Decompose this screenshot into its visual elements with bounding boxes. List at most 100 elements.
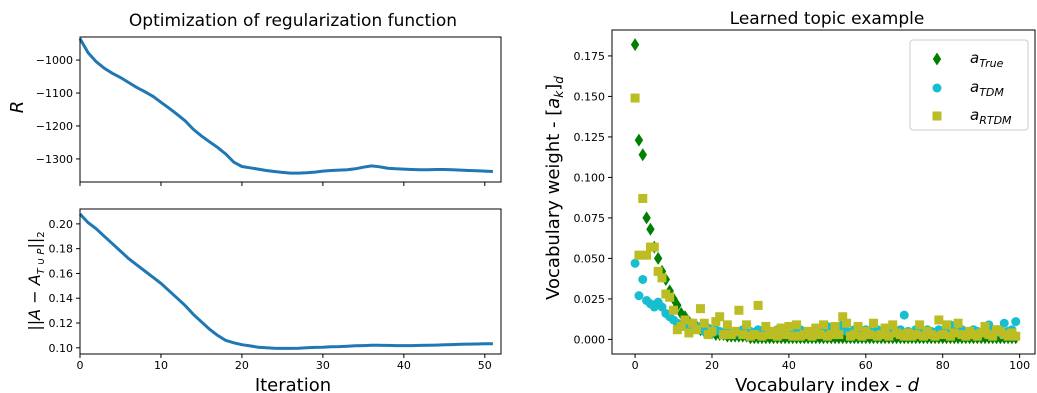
point-rtdm (657, 273, 667, 283)
distance-xtick-label: 0 (77, 359, 84, 372)
topic-plot: Learned topic example Vocabulary weight … (543, 9, 1036, 393)
distance-ylabel-main: ||A − A (25, 274, 44, 330)
legend: aTrue aTDM aRTDM (909, 39, 1029, 131)
distance-ytick-label: 0.14 (49, 292, 74, 305)
point-rtdm (826, 330, 836, 340)
distance-ytick-label: 0.12 (49, 317, 74, 330)
topic-plot-xlabel: Vocabulary index - d (735, 375, 920, 393)
point-rtdm (699, 318, 709, 328)
point-rtdm (980, 321, 990, 331)
topic-plot-points (630, 38, 1021, 345)
point-rtdm (884, 331, 894, 341)
topic-xtick-label: 20 (705, 359, 719, 372)
topic-xtick-label: 60 (859, 359, 873, 372)
point-rtdm (830, 321, 840, 331)
point-tdm (657, 302, 667, 312)
legend-rtdm-base: a (970, 106, 979, 124)
point-rtdm (815, 330, 825, 340)
topic-plot-frame (611, 29, 1036, 355)
point-rtdm (742, 320, 752, 330)
point-rtdm (853, 321, 863, 331)
point-rtdm (780, 330, 790, 340)
topic-ytick-label: 0.075 (574, 212, 606, 225)
legend-tdm-base: a (970, 78, 979, 96)
topic-ytick-label: 0.150 (574, 90, 606, 103)
topic-ylabel-k: k (552, 90, 566, 98)
distance-ylabel-tail: || (25, 238, 44, 249)
legend-tdm-sub: TDM (979, 86, 1004, 99)
topic-ytick-label: 0.100 (574, 171, 606, 184)
point-rtdm (938, 330, 948, 340)
distance-xtick-label: 40 (397, 359, 411, 372)
point-true (634, 133, 644, 147)
legend-marker-true (932, 52, 942, 66)
point-rtdm (807, 331, 817, 341)
point-rtdm (1011, 331, 1021, 341)
topic-xtick-label: 40 (782, 359, 796, 372)
distance-ytick-label: 0.20 (49, 218, 74, 231)
topic-ytick-label: 0.025 (574, 293, 606, 306)
point-rtdm (792, 320, 802, 330)
legend-label-rtdm: aRTDM (970, 106, 1012, 127)
distance-ytick-label: 0.18 (49, 243, 74, 256)
distance-xtick-label: 30 (316, 359, 330, 372)
distance-ylabel-tail-sub: 2 (36, 231, 47, 237)
topic-xlabel-var: d (908, 375, 920, 393)
point-rtdm (849, 330, 859, 340)
point-rtdm (680, 315, 690, 325)
point-rtdm (665, 292, 675, 302)
regularization-ytick-label: −1100 (36, 87, 73, 100)
point-rtdm (868, 318, 878, 328)
distance-xtick-label: 10 (154, 359, 168, 372)
topic-plot-title: Learned topic example (730, 9, 925, 29)
distance-xtick-label: 20 (235, 359, 249, 372)
point-tdm (899, 310, 909, 320)
point-true (653, 251, 663, 265)
topic-xtick-label: 0 (632, 359, 639, 372)
topic-plot-ticks: 0 20 40 60 80 100 0.000 0.025 0.050 0.075 0.100 0.1… (574, 50, 1031, 372)
point-rtdm (757, 331, 767, 341)
point-rtdm (730, 326, 740, 336)
distance-plot-ticks: 0 10 20 30 40 50 0.10 0.12 0.14 0.16 0.18 0.20 (49, 218, 492, 372)
topic-xlabel-main: Vocabulary index - (735, 375, 908, 393)
regularization-plot: Optimization of regularization function … (7, 11, 502, 186)
point-rtdm (915, 320, 925, 330)
topic-xtick-label: 100 (1009, 359, 1030, 372)
point-rtdm (842, 318, 852, 328)
point-rtdm (772, 331, 782, 341)
point-rtdm (695, 304, 705, 314)
point-rtdm (692, 325, 702, 335)
distance-plot-frame (79, 208, 502, 355)
legend-entry-true: aTrue (932, 49, 1004, 70)
regularization-ytick-label: −1200 (36, 120, 73, 133)
point-rtdm (949, 328, 959, 338)
point-true (630, 38, 640, 52)
point-rtdm (788, 331, 798, 341)
point-rtdm (784, 321, 794, 331)
regularization-ytick-label: −1000 (36, 54, 73, 67)
distance-plot: ||A − AT ∪ P||2 0 10 20 30 40 50 0.10 0.12 0.14 0… (25, 208, 502, 393)
point-rtdm (669, 305, 679, 315)
topic-ytick-label: 0.175 (574, 50, 606, 63)
topic-ylabel-close: ] (543, 84, 564, 91)
point-rtdm (634, 250, 644, 260)
point-rtdm (880, 323, 890, 333)
distance-xtick-label: 50 (478, 359, 492, 372)
distance-ylabel-sub: T ∪ P (36, 248, 47, 275)
regularization-plot-frame (79, 36, 502, 183)
legend-rtdm-sub: RTDM (979, 114, 1012, 127)
topic-ylabel-a: a (543, 98, 564, 109)
distance-ytick-label: 0.10 (49, 342, 74, 355)
legend-true-base: a (970, 49, 979, 67)
point-true (642, 211, 651, 225)
point-tdm (999, 318, 1009, 328)
legend-marker-tdm (932, 83, 942, 93)
point-rtdm (834, 330, 844, 340)
point-tdm (634, 291, 644, 301)
point-rtdm (911, 330, 921, 340)
legend-box (909, 39, 1029, 131)
topic-ylabel-main: Vocabulary weight - [ (543, 109, 564, 300)
point-rtdm (865, 330, 875, 340)
point-rtdm (753, 300, 763, 310)
